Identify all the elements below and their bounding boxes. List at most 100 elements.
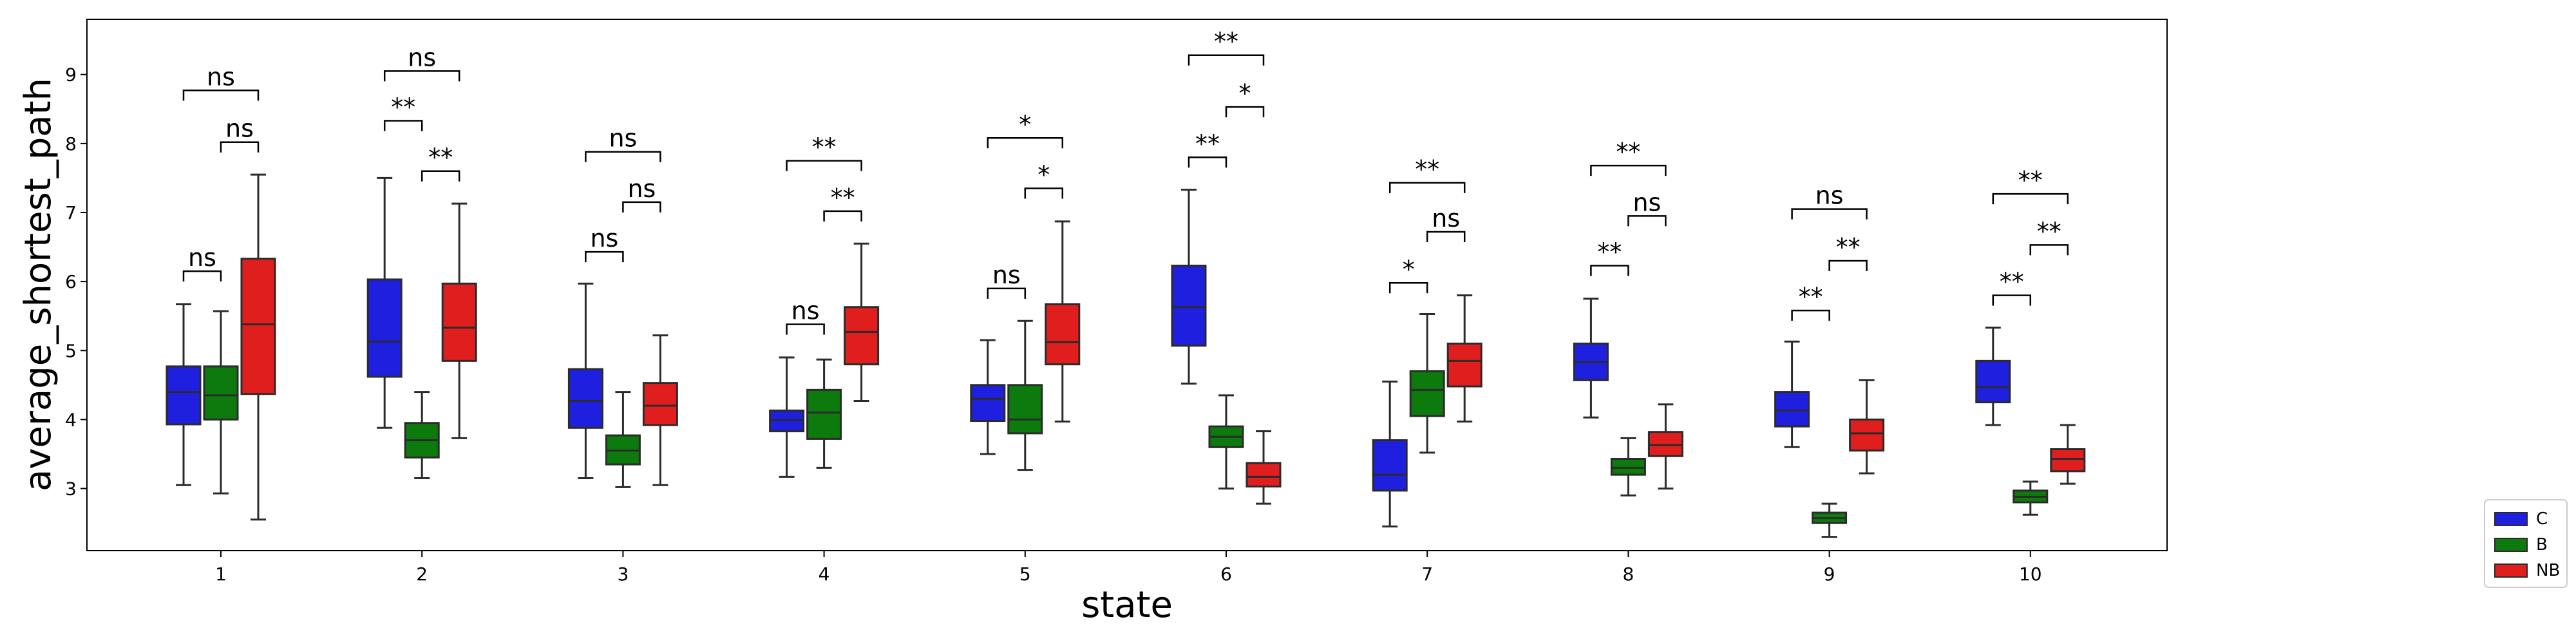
significance-bracket: ns bbox=[987, 261, 1027, 299]
significance-bracket: ** bbox=[1188, 28, 1265, 66]
bracket-line bbox=[987, 287, 1027, 299]
significance-label: * bbox=[1403, 255, 1415, 283]
significance-label: ** bbox=[1415, 155, 1439, 184]
y-tick-label: 6 bbox=[65, 271, 77, 292]
bracket-line bbox=[1590, 164, 1667, 176]
significance-label: ns bbox=[992, 261, 1021, 289]
significance-bracket: ** bbox=[421, 144, 460, 182]
bracket-line bbox=[1388, 182, 1466, 193]
bracket-line bbox=[1188, 156, 1227, 168]
significance-bracket: ** bbox=[1992, 268, 2032, 306]
legend-item-nb: NB bbox=[2494, 561, 2560, 580]
bracket-line bbox=[1426, 231, 1466, 242]
y-axis-label: average_shortest_path bbox=[17, 78, 59, 491]
significance-bracket: ** bbox=[1791, 283, 1830, 321]
legend-item-c: C bbox=[2494, 509, 2548, 529]
box-iqr bbox=[1975, 359, 2011, 404]
significance-label: ns bbox=[590, 224, 618, 252]
box-b-state-8 bbox=[1610, 437, 1646, 497]
significance-label: ns bbox=[1815, 182, 1844, 210]
significance-bracket: ** bbox=[1992, 166, 2069, 205]
significance-label: ** bbox=[831, 184, 855, 212]
bracket-line bbox=[1627, 215, 1667, 227]
significance-bracket: ** bbox=[1388, 155, 1466, 193]
significance-bracket: ** bbox=[1188, 129, 1227, 168]
box-iqr bbox=[567, 368, 603, 429]
significance-bracket: ns bbox=[383, 43, 460, 82]
box-iqr bbox=[166, 365, 202, 426]
box-b-state-1 bbox=[203, 310, 239, 495]
significance-label: ns bbox=[1432, 204, 1460, 232]
significance-label: ns bbox=[1633, 188, 1661, 216]
box-iqr bbox=[203, 365, 239, 421]
box-b-state-3 bbox=[605, 391, 641, 488]
box-b-state-4 bbox=[806, 358, 842, 469]
bracket-line bbox=[182, 270, 222, 282]
box-iqr bbox=[366, 278, 402, 378]
y-tick-label: 8 bbox=[65, 133, 77, 155]
bracket-line bbox=[1388, 282, 1428, 294]
box-c-state-7 bbox=[1372, 381, 1408, 527]
box-iqr bbox=[1409, 370, 1445, 417]
bracket-line bbox=[1992, 193, 2069, 205]
significance-label: ** bbox=[2000, 268, 2024, 296]
significance-bracket: ns bbox=[786, 297, 825, 335]
box-nb-state-9 bbox=[1849, 379, 1885, 475]
significance-label: ** bbox=[1616, 138, 1640, 166]
legend-label: NB bbox=[2536, 561, 2560, 580]
box-c-state-4 bbox=[769, 356, 805, 478]
significance-bracket: ns bbox=[1791, 182, 1868, 220]
box-iqr bbox=[240, 258, 276, 395]
box-nb-state-6 bbox=[1245, 430, 1282, 505]
box-b-state-2 bbox=[404, 391, 440, 479]
bracket-line bbox=[585, 251, 624, 263]
box-iqr bbox=[1647, 431, 1683, 457]
significance-bracket: ns bbox=[182, 62, 260, 101]
significance-label: ns bbox=[791, 297, 820, 325]
box-c-state-5 bbox=[970, 339, 1006, 455]
legend-swatch bbox=[2494, 564, 2528, 578]
legend-label: C bbox=[2536, 509, 2548, 529]
y-tick-label: 7 bbox=[65, 202, 77, 223]
box-c-state-6 bbox=[1171, 189, 1207, 385]
box-b-state-6 bbox=[1208, 394, 1244, 490]
significance-bracket: ** bbox=[823, 184, 862, 222]
box-iqr bbox=[1045, 303, 1081, 366]
x-tick-label: 2 bbox=[416, 564, 428, 585]
box-iqr bbox=[2050, 448, 2086, 473]
significance-bracket: ** bbox=[1828, 233, 1868, 271]
x-tick-label: 5 bbox=[1019, 564, 1031, 585]
plot-area: nsnsns****nsnsnsnsns****ns********ns****… bbox=[166, 28, 2086, 538]
significance-label: ** bbox=[2037, 217, 2061, 245]
bracket-line bbox=[421, 170, 460, 182]
box-nb-state-3 bbox=[642, 334, 678, 486]
box-iqr bbox=[1372, 439, 1408, 492]
significance-label: ns bbox=[609, 124, 637, 153]
box-iqr bbox=[1610, 458, 1646, 476]
bracket-line bbox=[1828, 260, 1868, 271]
legend-label: B bbox=[2536, 535, 2548, 554]
bracket-line bbox=[585, 151, 661, 162]
box-nb-state-5 bbox=[1045, 220, 1081, 423]
box-c-state-1 bbox=[166, 303, 202, 486]
bracket-line bbox=[1992, 294, 2032, 306]
significance-bracket: * bbox=[1024, 161, 1064, 199]
significance-label: ** bbox=[812, 133, 837, 162]
box-iqr bbox=[1171, 265, 1207, 347]
box-b-state-5 bbox=[1007, 319, 1043, 471]
legend-item-b: B bbox=[2494, 535, 2548, 554]
significance-bracket: ** bbox=[2029, 217, 2069, 256]
significance-bracket: ns bbox=[585, 124, 661, 162]
significance-label: ns bbox=[225, 115, 254, 143]
bracket-line bbox=[1024, 187, 1064, 199]
significance-label: ** bbox=[1214, 28, 1238, 56]
box-iqr bbox=[970, 384, 1006, 422]
x-axis-label: state bbox=[1081, 584, 1173, 626]
significance-label: ** bbox=[1195, 129, 1220, 158]
box-b-state-10 bbox=[2012, 480, 2049, 516]
box-iqr bbox=[642, 382, 678, 426]
significance-label: ** bbox=[1836, 233, 1861, 261]
significance-bracket: ** bbox=[786, 133, 862, 171]
